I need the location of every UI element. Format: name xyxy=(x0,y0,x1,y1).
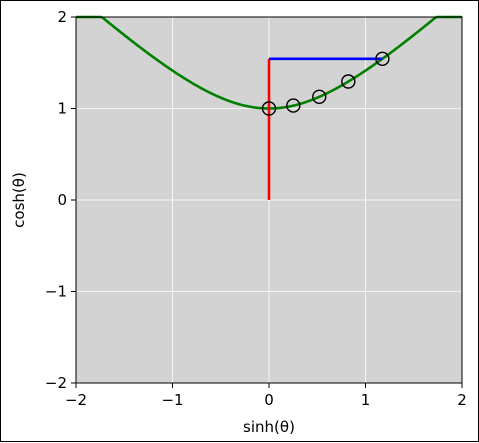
y-tick-label: 2 xyxy=(57,8,67,26)
series-layer xyxy=(76,15,462,200)
x-tick-label: −2 xyxy=(65,391,87,409)
data-point xyxy=(261,101,277,116)
ticks: −2 −1 0 1 2 −2 −1 0 1 2 xyxy=(45,8,467,409)
data-point xyxy=(375,51,390,67)
data-point xyxy=(312,89,327,104)
x-tick-label: 1 xyxy=(361,391,371,409)
x-tick-label: 2 xyxy=(457,391,467,409)
x-tick-label: 0 xyxy=(264,391,274,409)
x-tick-label: −1 xyxy=(161,391,183,409)
data-point xyxy=(286,98,301,113)
y-tick-label: 0 xyxy=(57,191,67,209)
y-tick-label: 1 xyxy=(57,100,67,118)
data-point xyxy=(341,74,356,89)
y-tick-label: −2 xyxy=(45,374,67,392)
y-axis-label: cosh(θ) xyxy=(10,172,28,228)
y-tick-label: −1 xyxy=(45,283,67,301)
x-axis-label: sinh(θ) xyxy=(243,418,295,436)
